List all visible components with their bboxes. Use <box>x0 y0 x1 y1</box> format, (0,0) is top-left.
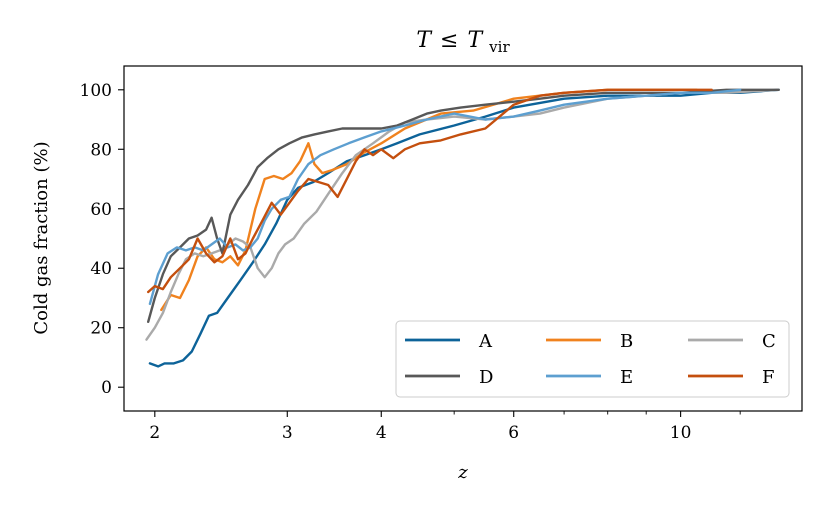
y-tick-label: 100 <box>80 81 112 101</box>
series-line-f <box>146 88 713 294</box>
y-tick-label: 80 <box>90 140 112 160</box>
legend-label-b: B <box>620 331 633 352</box>
y-tick-label: 40 <box>90 259 112 279</box>
x-tick-label: 3 <box>282 423 293 443</box>
x-tick-label: 4 <box>376 423 387 443</box>
legend-label-f: F <box>762 367 775 388</box>
plot-frame <box>123 65 803 412</box>
title-rhs: T <box>467 28 484 53</box>
legend-label-e: E <box>620 367 633 388</box>
x-tick-label: 6 <box>508 423 519 443</box>
legend-label-d: D <box>479 367 493 388</box>
title-subscript: vir <box>488 38 510 56</box>
title-lhs: T <box>416 28 433 53</box>
series-line-c <box>145 88 780 341</box>
legend-box <box>395 320 790 398</box>
y-tick-label: 0 <box>101 378 112 398</box>
chart-title: T ≤ T vir <box>416 28 510 56</box>
x-tick-label: 10 <box>670 423 692 443</box>
series-layer <box>145 88 780 368</box>
y-axis-label: Cold gas fraction (%) <box>31 141 52 334</box>
y-tick-label: 60 <box>90 200 112 220</box>
series-line-b <box>160 88 698 312</box>
x-tick-label: 2 <box>149 423 160 443</box>
legend-items: A B C D E F <box>405 331 776 388</box>
y-tick-label: 20 <box>90 319 112 339</box>
series-line-d <box>146 88 780 323</box>
legend-label-c: C <box>762 331 776 352</box>
legend-label-a: A <box>478 331 493 352</box>
series-line-a <box>148 88 780 368</box>
title-op: ≤ <box>440 28 458 53</box>
series-line-e <box>148 88 742 306</box>
legend: A B C D E F <box>395 320 790 398</box>
x-axis-label: z <box>457 462 468 483</box>
